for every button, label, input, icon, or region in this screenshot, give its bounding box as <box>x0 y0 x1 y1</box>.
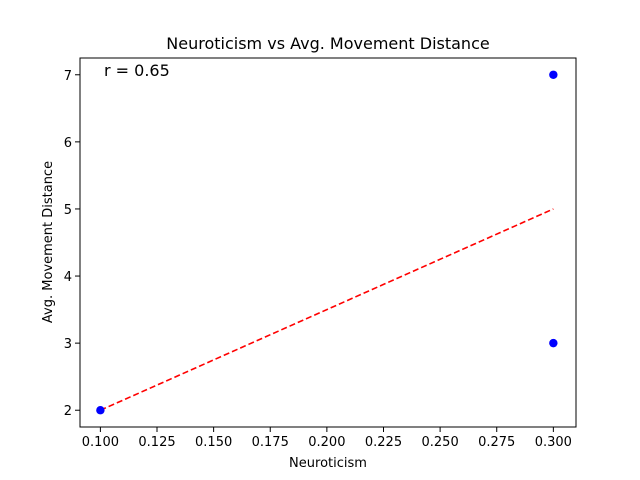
x-tick-label: 0.200 <box>308 435 345 450</box>
x-tick-label: 0.275 <box>478 435 515 450</box>
y-tick-label: 7 <box>64 69 72 84</box>
x-axis-label: Neuroticism <box>289 456 367 471</box>
y-tick-label: 6 <box>64 136 72 151</box>
scatter-point <box>549 338 558 348</box>
x-axis: 0.100 0.125 0.150 0.175 0.200 0.225 0.250 0.275… <box>82 427 572 450</box>
y-tick-label: 2 <box>64 404 72 419</box>
x-tick-label: 0.225 <box>365 435 402 450</box>
x-tick-label: 0.100 <box>82 435 119 450</box>
y-axis-label: Avg. Movement Distance <box>41 161 56 323</box>
trendline <box>100 208 554 411</box>
scatter-point <box>96 406 105 415</box>
y-tick-label: 3 <box>64 337 72 352</box>
x-tick-label: 0.250 <box>422 435 459 450</box>
y-axis: 2 3 4 5 6 7 <box>64 69 80 419</box>
scatter-point <box>549 70 558 79</box>
y-tick-label: 4 <box>64 270 72 285</box>
x-tick-label: 0.150 <box>195 435 232 450</box>
x-tick-label: 0.175 <box>252 435 289 450</box>
x-tick-label: 0.300 <box>535 435 572 450</box>
point-layer <box>96 70 558 415</box>
chart-title: Neuroticism vs Avg. Movement Distance <box>166 34 489 53</box>
y-tick-label: 5 <box>64 203 72 218</box>
correlation-annotation: r = 0.65 <box>104 61 170 80</box>
trendline-layer <box>100 208 554 411</box>
plot-frame <box>79 57 577 428</box>
x-tick-label: 0.125 <box>138 435 175 450</box>
